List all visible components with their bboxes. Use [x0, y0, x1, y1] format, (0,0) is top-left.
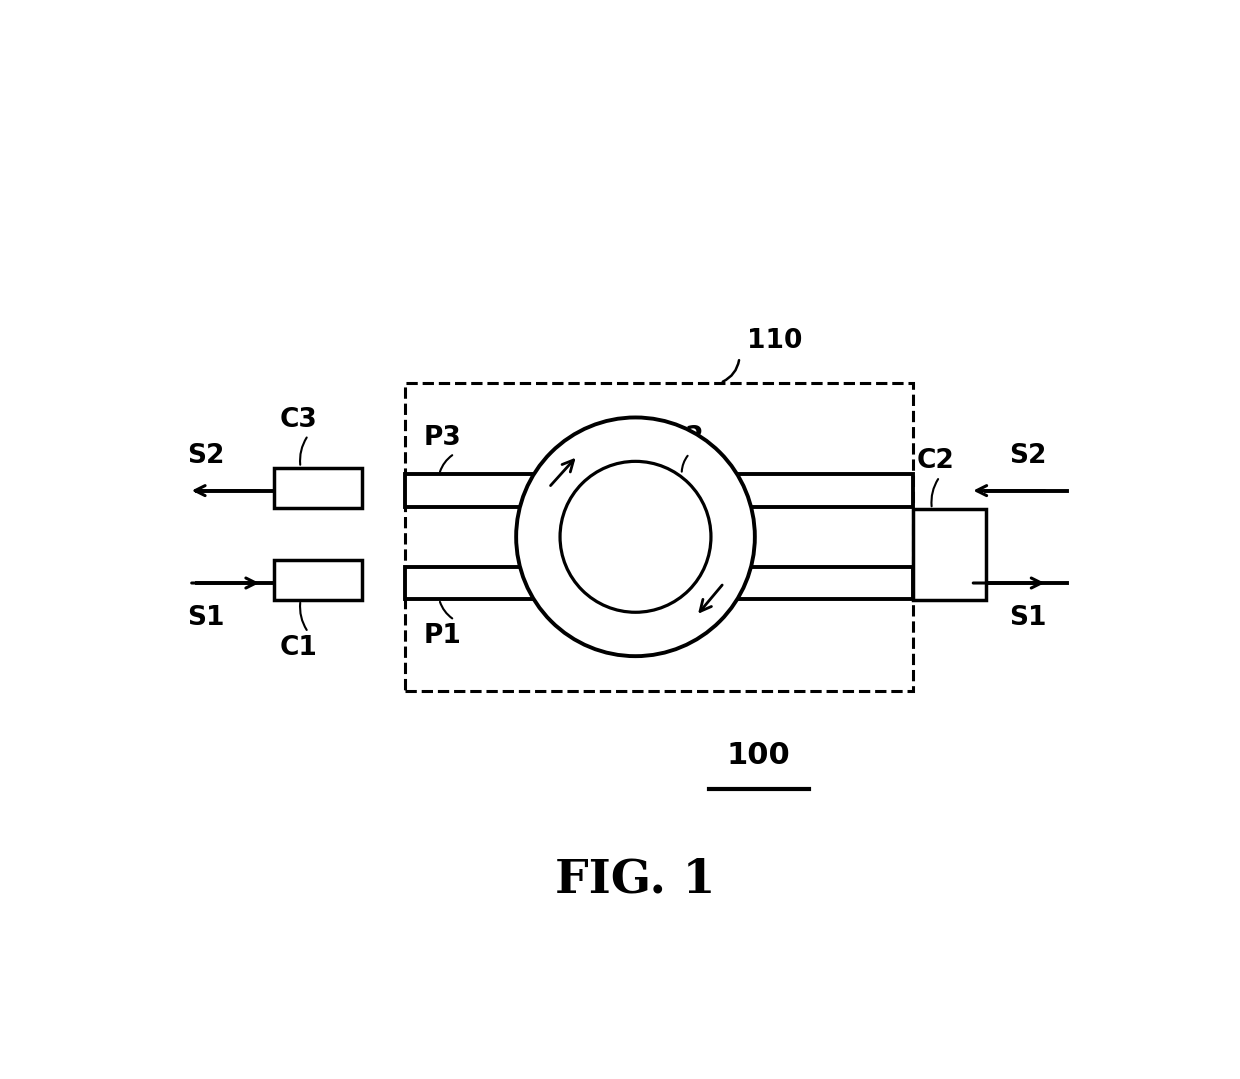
Bar — [404, 475, 913, 507]
Text: 110: 110 — [748, 328, 802, 354]
Text: P3: P3 — [424, 424, 461, 451]
Text: 100: 100 — [727, 741, 791, 769]
Text: C2: C2 — [916, 449, 955, 475]
Bar — [404, 566, 913, 599]
Circle shape — [560, 462, 711, 612]
Circle shape — [516, 418, 755, 656]
Text: S2: S2 — [1009, 443, 1047, 469]
Text: C3: C3 — [280, 407, 317, 433]
Text: S1: S1 — [1009, 604, 1047, 630]
Text: FIG. 1: FIG. 1 — [556, 857, 715, 902]
Text: S1: S1 — [187, 604, 224, 630]
Bar — [274, 467, 362, 507]
Text: P2: P2 — [666, 424, 704, 451]
Text: P1: P1 — [424, 623, 461, 650]
Text: S2: S2 — [187, 443, 224, 469]
Bar — [274, 560, 362, 600]
Bar — [404, 383, 913, 691]
Bar — [913, 509, 986, 600]
Text: C1: C1 — [280, 634, 317, 660]
